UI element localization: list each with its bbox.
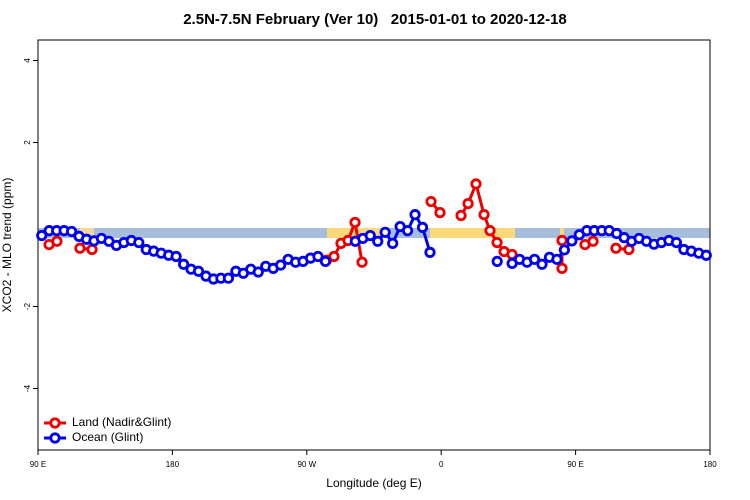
- y-axis-label: XCO2 - MLO trend (ppm): [0, 178, 14, 313]
- land-band: [560, 228, 564, 238]
- data-point: [425, 195, 437, 208]
- y-tick-label: -4: [23, 384, 32, 392]
- x-axis-label: Longitude (deg E): [326, 476, 421, 490]
- data-point: [364, 229, 376, 242]
- data-point: [491, 236, 503, 249]
- data-point: [551, 253, 563, 265]
- data-point: [455, 209, 467, 222]
- data-point: [356, 256, 368, 268]
- data-point: [401, 225, 414, 237]
- data-point: [491, 255, 503, 267]
- data-point: [275, 259, 287, 271]
- land-band: [327, 228, 382, 238]
- land-band: [430, 228, 515, 238]
- data-point: [319, 255, 332, 267]
- data-point: [178, 258, 190, 270]
- data-point: [36, 229, 48, 242]
- data-point: [409, 209, 421, 221]
- data-point: [328, 250, 340, 263]
- data-point: [556, 234, 568, 247]
- data-point: [379, 226, 391, 238]
- data-point: [478, 209, 490, 221]
- data-point: [434, 207, 446, 219]
- data-point: [587, 235, 599, 247]
- data-point: [66, 225, 78, 238]
- data-point: [51, 235, 63, 247]
- y-tick-label: -2: [23, 302, 32, 310]
- chart-title: 2.5N-7.5N February (Ver 10) 2015-01-01 t…: [183, 11, 567, 28]
- data-point: [170, 250, 182, 263]
- x-tick-label: 90 W: [297, 460, 316, 469]
- data-point: [349, 216, 361, 229]
- data-point: [558, 244, 571, 256]
- legend-marker: [49, 432, 61, 444]
- data-point: [700, 249, 712, 261]
- data-point: [528, 253, 541, 265]
- x-tick-label: 180: [703, 460, 717, 469]
- data-point: [387, 237, 399, 249]
- data-point: [610, 242, 622, 254]
- data-point: [416, 221, 429, 233]
- x-tick-label: 90 E: [567, 460, 583, 469]
- legend-label: Land (Nadir&Glint): [72, 415, 171, 429]
- land-band: [80, 228, 94, 238]
- data-point: [192, 265, 205, 277]
- plot-frame: [37, 39, 711, 451]
- data-point: [470, 178, 482, 190]
- data-point: [312, 250, 324, 263]
- data-point: [86, 243, 98, 256]
- data-point: [670, 236, 683, 249]
- data-point: [462, 197, 474, 210]
- data-point: [556, 262, 568, 274]
- data-point: [74, 242, 86, 254]
- legend-label: Ocean (Glint): [72, 430, 143, 444]
- y-tick-label: 4: [23, 58, 32, 63]
- data-point: [372, 235, 384, 247]
- y-tick-label: 2: [23, 140, 32, 145]
- data-point: [252, 266, 264, 278]
- data-point: [424, 246, 436, 258]
- data-point: [222, 272, 234, 284]
- x-tick-label: 0: [439, 460, 444, 469]
- data-point: [566, 235, 578, 247]
- x-tick-label: 180: [166, 460, 180, 469]
- data-point: [536, 258, 548, 270]
- data-point: [484, 225, 496, 237]
- legend-marker: [49, 417, 61, 429]
- x-tick-label: 90 E: [30, 460, 46, 469]
- data-point: [133, 236, 145, 249]
